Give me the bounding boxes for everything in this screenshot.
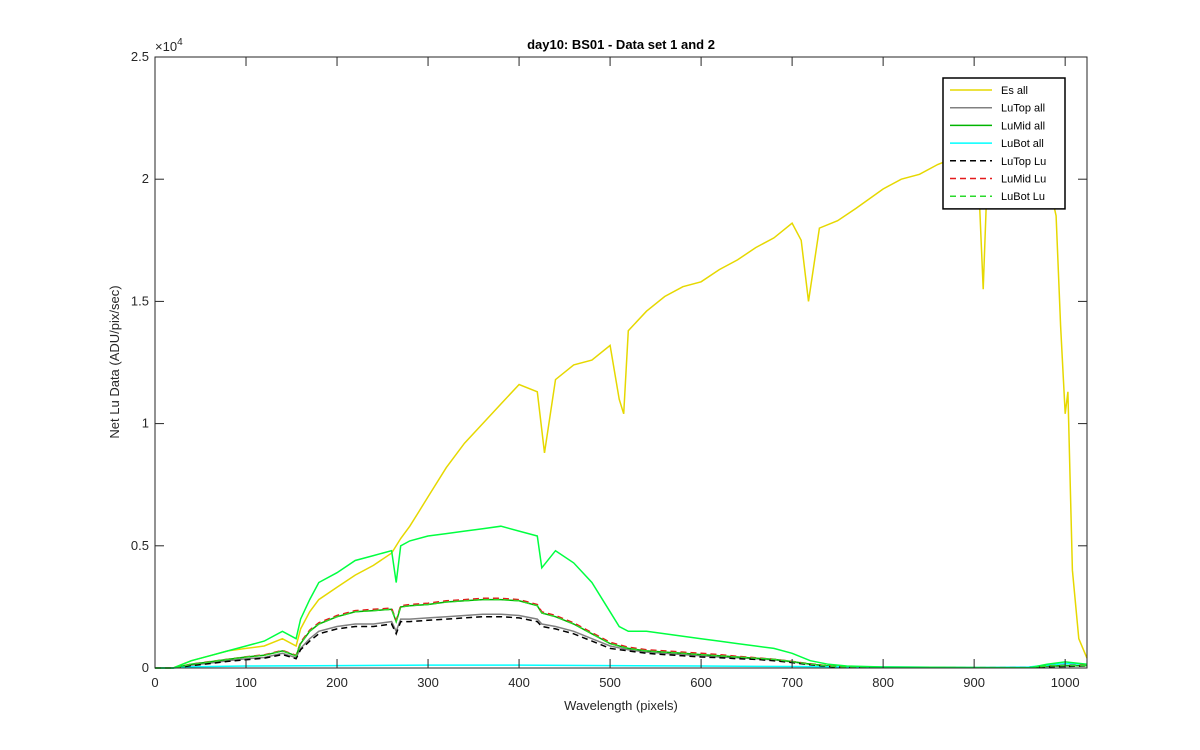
y-tick-label: 0	[142, 660, 149, 675]
y-tick-label: 2	[142, 171, 149, 186]
legend-label: LuTop Lu	[1001, 156, 1046, 168]
y-tick-label: 1	[142, 416, 149, 431]
x-tick-label: 500	[599, 675, 621, 690]
legend: Es all LuTop all LuMid all LuBot all LuTop L…	[942, 77, 1066, 210]
y-tick-label: 0.5	[131, 538, 149, 553]
y-exponent-power: 4	[177, 37, 183, 48]
x-tick-label: 700	[781, 675, 803, 690]
series-line-5	[155, 597, 1087, 669]
x-tick-label: 200	[326, 675, 348, 690]
series-line-4	[155, 615, 1088, 669]
legend-label: LuMid all	[1001, 120, 1045, 132]
series-line-6	[155, 598, 1087, 669]
legend-label: LuMid Lu	[1001, 174, 1046, 186]
y-tick-label: 1.5	[131, 293, 149, 308]
y-axis: 0 0.5 1 1.5 2 2.5	[131, 49, 1087, 675]
y-exponent-base: ×10	[155, 39, 177, 54]
y-tick-label: 2.5	[131, 49, 149, 64]
chart-title: day10: BS01 - Data set 1 and 2	[527, 37, 715, 52]
series-line-0	[155, 154, 1088, 669]
x-axis: 0 100 200 300 400 500 600 700 800 900 1000	[151, 57, 1080, 690]
x-tick-label: 300	[417, 675, 439, 690]
x-tick-label: 400	[508, 675, 530, 690]
legend-label: LuBot Lu	[1001, 191, 1045, 203]
x-tick-label: 1000	[1051, 675, 1080, 690]
legend-label: Es all	[1001, 85, 1028, 97]
x-tick-label: 0	[151, 675, 158, 690]
x-tick-label: 900	[963, 675, 985, 690]
series-line-7	[155, 525, 1088, 669]
legend-label: LuTop all	[1001, 103, 1045, 115]
series-layer	[155, 154, 1088, 669]
x-tick-label: 800	[872, 675, 894, 690]
y-exponent: ×104	[155, 37, 183, 54]
x-tick-label: 100	[235, 675, 257, 690]
legend-label: LuBot all	[1001, 138, 1044, 150]
axes-box	[154, 56, 1088, 669]
x-tick-label: 600	[690, 675, 712, 690]
x-axis-label: Wavelength (pixels)	[564, 698, 678, 713]
y-axis-label: Net Lu Data (ADU/pix/sec)	[107, 285, 122, 438]
plot-area	[155, 57, 1087, 668]
